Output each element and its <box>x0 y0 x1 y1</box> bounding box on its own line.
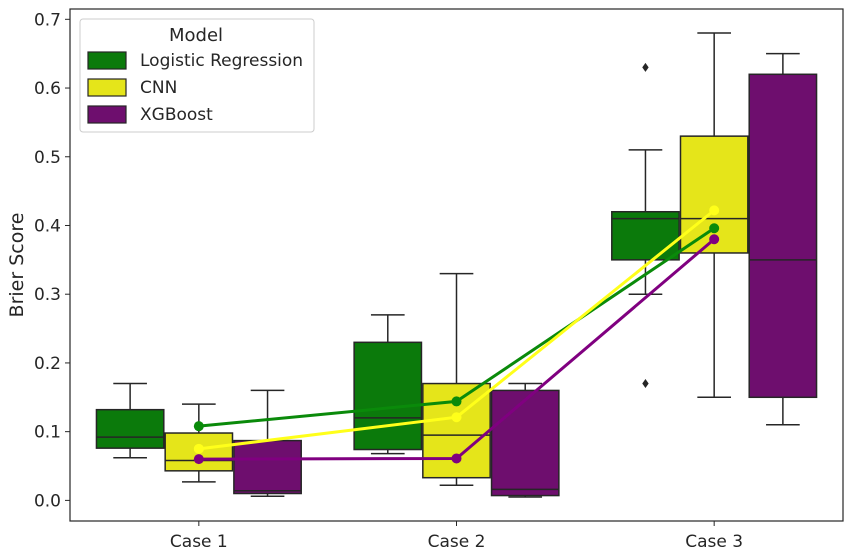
outlier-point <box>642 62 649 72</box>
box-2-1 <box>490 382 560 498</box>
box-0-2 <box>611 62 680 389</box>
y-axis-label: Brier Score <box>6 213 28 318</box>
mean-lines-layer <box>193 205 720 465</box>
box-iqr <box>748 73 818 399</box>
mean-point <box>709 223 720 234</box>
box-2-2 <box>748 52 818 426</box>
box-iqr <box>611 210 680 261</box>
x-tick-label: Case 1 <box>170 532 228 552</box>
y-tick-label: 0.2 <box>34 354 61 374</box>
box-0-1 <box>353 314 423 455</box>
box-iqr <box>95 408 165 449</box>
mean-point <box>709 205 720 216</box>
legend-label: CNN <box>140 78 177 98</box>
x-tick-label: Case 3 <box>685 532 743 552</box>
mean-point <box>451 412 462 423</box>
mean-point <box>451 453 462 464</box>
mean-point <box>451 396 462 407</box>
legend-label: XGBoost <box>140 105 213 125</box>
y-tick-label: 0.5 <box>34 148 61 168</box>
legend-swatch <box>87 105 127 124</box>
y-tick-label: 0.1 <box>34 423 61 443</box>
mean-point <box>193 454 204 465</box>
y-axis-ticks: 0.0 0.1 0.2 0.3 0.4 0.5 0.6 0.7 <box>34 10 70 511</box>
y-tick-label: 0.4 <box>34 216 61 236</box>
x-axis-ticks: Case 1 Case 2 Case 3 <box>170 521 743 552</box>
y-tick-label: 0.7 <box>34 10 61 30</box>
box-0-0 <box>95 382 165 459</box>
legend-frame <box>79 18 315 133</box>
legend-title: Model <box>169 25 223 46</box>
legend: Model Logistic Regression CNN XGBoost <box>79 18 315 133</box>
box-iqr <box>490 389 560 497</box>
x-tick-label: Case 2 <box>428 532 486 552</box>
y-tick-label: 0.3 <box>34 285 61 305</box>
box-1-2 <box>679 32 749 399</box>
mean-point <box>193 421 204 432</box>
mean-point <box>193 443 204 454</box>
legend-swatch <box>87 78 127 97</box>
box-iqr <box>353 341 423 451</box>
boxes-layer <box>95 32 818 498</box>
y-tick-label: 0.0 <box>34 491 61 511</box>
outlier-point <box>642 379 649 389</box>
legend-swatch <box>87 51 127 70</box>
box-iqr <box>679 135 749 254</box>
box-iqr <box>233 439 302 495</box>
legend-entries: Logistic Regression CNN XGBoost <box>87 51 303 125</box>
mean-point <box>709 234 720 245</box>
box-2-0 <box>233 389 302 498</box>
y-tick-label: 0.6 <box>34 79 61 99</box>
legend-label: Logistic Regression <box>140 51 303 71</box>
